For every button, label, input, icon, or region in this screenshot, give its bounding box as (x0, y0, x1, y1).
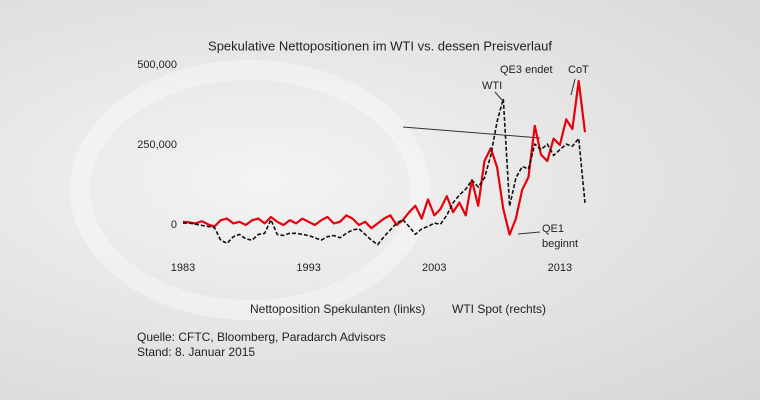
background-decoration (70, 60, 430, 320)
annotation-arrow (494, 91, 503, 101)
annotation-arrow (517, 231, 541, 235)
chart-title: Spekulative Nettopositionen im WTI vs. d… (208, 38, 552, 53)
x-tick-label: 1993 (296, 262, 320, 274)
y-tick-label: 250,000 (137, 139, 177, 151)
source: Stand: 8. Januar 2015 (137, 345, 256, 359)
series-line (182, 79, 587, 236)
y-tick-label: 0 (171, 219, 177, 231)
legend-entry: WTI Spot (rechts) (452, 302, 547, 316)
annotation: QE3 endet (500, 64, 553, 76)
series-line (183, 98, 586, 246)
x-tick-label: 1983 (171, 262, 195, 274)
annotation: WTI (482, 80, 503, 92)
annotation: CoT (568, 64, 589, 76)
source: Quelle: CFTC, Bloomberg, Paradarch Advis… (137, 330, 386, 344)
legend-entry: Nettoposition Spekulanten (links) (250, 302, 426, 316)
y-tick-label: 500,000 (137, 59, 177, 71)
annotation-arrow (570, 78, 576, 96)
x-tick-label: 2003 (422, 262, 446, 274)
annotation-line (402, 126, 541, 139)
annotation: QE1 beginnt (542, 223, 579, 250)
x-tick-label: 2013 (548, 262, 572, 274)
